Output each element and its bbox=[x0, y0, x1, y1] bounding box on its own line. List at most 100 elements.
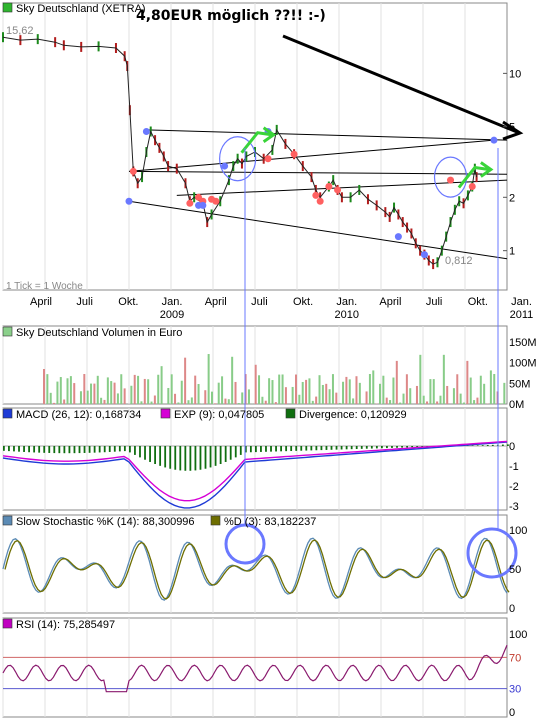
divergence-bar bbox=[396, 446, 398, 448]
x-year-label: 2009 bbox=[160, 309, 184, 321]
volume-bar bbox=[90, 383, 93, 404]
volume-bar bbox=[446, 385, 449, 404]
price-y-tick-label: 1 bbox=[509, 246, 515, 258]
divergence-bar bbox=[295, 446, 298, 451]
red-marker bbox=[468, 183, 476, 191]
blue-marker bbox=[420, 251, 428, 259]
divergence-bar bbox=[370, 446, 373, 449]
volume-bar bbox=[422, 395, 425, 404]
volume-bar bbox=[315, 396, 318, 404]
volume-bar bbox=[268, 378, 271, 404]
divergence-bar bbox=[53, 446, 56, 454]
macd-y-tick-label: -2 bbox=[509, 481, 519, 493]
volume-bar bbox=[271, 380, 274, 404]
stoch-d-line bbox=[4, 539, 510, 600]
trendline bbox=[128, 139, 495, 172]
highlight-ellipse bbox=[219, 136, 257, 182]
rsi-y-tick-label: 30 bbox=[509, 684, 521, 696]
divergence-bar bbox=[73, 446, 76, 454]
divergence-bar bbox=[113, 446, 116, 452]
divergence-bar bbox=[486, 445, 489, 446]
volume-bar bbox=[331, 374, 334, 404]
volume-y-tick-label: 100M bbox=[509, 358, 537, 370]
volume-bar bbox=[100, 397, 103, 404]
volume-bar bbox=[227, 399, 230, 404]
volume-bar bbox=[83, 374, 86, 404]
volume-bar bbox=[177, 402, 180, 404]
volume-bar bbox=[463, 402, 465, 404]
volume-bar bbox=[295, 374, 297, 404]
blue-marker bbox=[221, 162, 229, 170]
volume-bar bbox=[184, 357, 187, 404]
rsi-legend: RSI (14): 75,285497 bbox=[16, 619, 115, 631]
divergence-bar bbox=[43, 446, 46, 453]
divergence-bar bbox=[199, 446, 202, 470]
x-tick-label: Okt. bbox=[468, 296, 488, 308]
volume-bar bbox=[194, 375, 197, 404]
macd-line bbox=[2, 441, 508, 509]
volume-bar bbox=[214, 403, 217, 404]
volume-bar bbox=[190, 397, 193, 404]
blue-marker bbox=[490, 136, 498, 144]
volume-bar bbox=[348, 379, 351, 404]
volume-bar bbox=[66, 378, 69, 404]
red-marker bbox=[264, 155, 272, 163]
volume-bar bbox=[174, 393, 177, 404]
divergence-bar bbox=[340, 446, 343, 450]
divergence-bar bbox=[411, 446, 414, 448]
divergence-bar bbox=[320, 446, 323, 451]
volume-bar bbox=[86, 390, 89, 404]
tick-note: 1 Tick = 1 Woche bbox=[6, 281, 83, 292]
stoch-y-tick-label: 0 bbox=[509, 603, 515, 615]
divergence-bar bbox=[58, 446, 61, 454]
divergence-bar bbox=[154, 446, 156, 465]
divergence-bar bbox=[305, 446, 308, 451]
divergence-bar bbox=[416, 446, 419, 448]
stoch-k-legend: Slow Stochastic %K (14): 88,300996 bbox=[16, 516, 195, 528]
red-marker bbox=[290, 150, 298, 158]
volume-bar bbox=[224, 398, 227, 404]
volume-bar bbox=[69, 376, 72, 404]
volume-bar bbox=[147, 379, 150, 404]
divergence-bar bbox=[375, 446, 378, 449]
red-marker bbox=[316, 197, 324, 205]
volume-bar bbox=[187, 400, 190, 404]
divergence-bar bbox=[501, 444, 504, 446]
volume-bar bbox=[338, 402, 341, 404]
volume-bar bbox=[113, 382, 116, 404]
rsi-y-tick-label: 0 bbox=[509, 707, 515, 719]
divergence-bar bbox=[184, 446, 187, 471]
volume-bar bbox=[452, 388, 455, 404]
divergence-bar bbox=[164, 446, 167, 468]
volume-bar bbox=[93, 383, 96, 404]
divergence-bar bbox=[239, 446, 242, 455]
annotation-arrow bbox=[282, 34, 518, 134]
volume-bar bbox=[143, 378, 146, 404]
divergence-bar bbox=[219, 446, 222, 465]
volume-bar bbox=[305, 379, 308, 404]
divergence-bar bbox=[108, 446, 111, 452]
macd-y-tick-label: 0 bbox=[509, 441, 515, 453]
volume-title-swatch bbox=[2, 326, 13, 337]
divergence-bar bbox=[118, 446, 121, 452]
price-y-tick-label: 2 bbox=[509, 192, 515, 204]
stoch-highlight-circle bbox=[466, 527, 518, 579]
volume-bar bbox=[106, 377, 109, 404]
x-tick-label: April bbox=[30, 296, 52, 308]
divergence-bar bbox=[134, 446, 136, 455]
volume-y-tick-label: 50M bbox=[509, 378, 530, 390]
divergence-bar bbox=[204, 446, 207, 469]
volume-bar bbox=[137, 375, 140, 404]
divergence-bar bbox=[300, 446, 303, 451]
volume-bar bbox=[432, 379, 435, 404]
volume-bar bbox=[405, 374, 408, 404]
volume-bar bbox=[395, 360, 398, 404]
annotation-text: 4,80EUR möglich ??!! :-) bbox=[136, 8, 326, 24]
volume-bar bbox=[402, 393, 405, 404]
rsi-legend-swatch bbox=[2, 618, 13, 629]
volume-bar bbox=[355, 376, 358, 404]
volume-bar bbox=[362, 403, 365, 404]
volume-bar bbox=[493, 374, 496, 404]
volume-bar bbox=[49, 392, 52, 404]
